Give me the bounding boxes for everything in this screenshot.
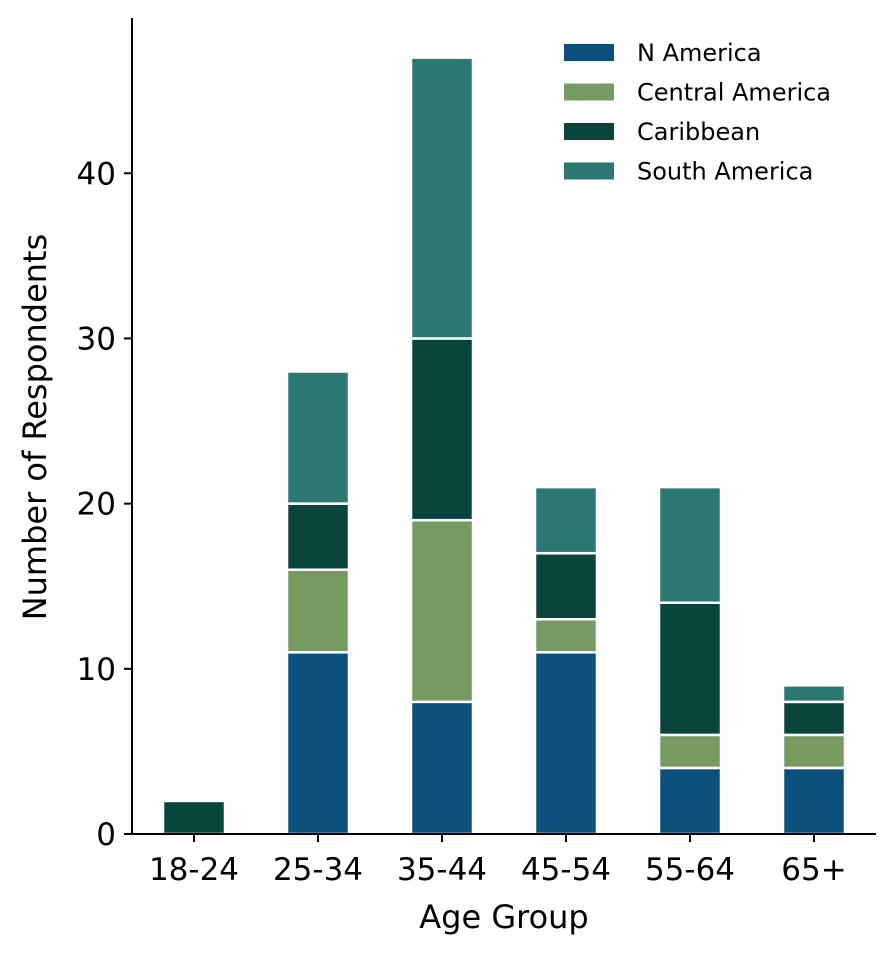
x-tick-label: 25-34 [273, 852, 363, 888]
y-tick-label: 20 [77, 487, 116, 523]
legend-label: Caribbean [637, 118, 760, 146]
bar-25-34-south-america [285, 370, 351, 505]
y-tick-label: 30 [77, 321, 116, 357]
axes-group: 0 10 20 30 40 18-24 25-34 35-44 45-54 55-64 65+ [77, 18, 876, 888]
legend-label: Central America [637, 79, 831, 107]
y-tick-label: 10 [77, 652, 116, 688]
bar-55-64-south-america [657, 485, 723, 604]
x-tick-label: 55-64 [645, 852, 735, 888]
bar-65+-south-america [781, 684, 847, 704]
y-tick-label: 0 [96, 817, 116, 853]
y-axis-title: Number of Respondents [16, 234, 54, 621]
x-tick-label: 45-54 [521, 852, 611, 888]
bar-45-54-central-america [533, 618, 599, 654]
bar-55-64-n-america [657, 766, 723, 836]
legend-swatch-south-america [564, 162, 614, 180]
bar-55-64-central-america [657, 733, 723, 770]
legend: N America Central America Caribbean South A… [564, 39, 831, 186]
bar-25-34-caribbean [285, 502, 351, 571]
y-tick-label: 40 [77, 156, 116, 192]
bar-35-44-south-america [409, 56, 475, 340]
bar-45-54-caribbean [533, 551, 599, 621]
bar-35-44-caribbean [409, 337, 475, 522]
bar-18-24-caribbean [161, 799, 227, 836]
bars-group [161, 56, 847, 836]
legend-label: South America [637, 158, 813, 186]
bar-65+-caribbean [781, 700, 847, 737]
x-tick-label: 65+ [781, 852, 846, 888]
bar-55-64-caribbean [657, 601, 723, 737]
bar-45-54-n-america [533, 651, 599, 836]
bar-45-54-south-america [533, 485, 599, 555]
bar-25-34-central-america [285, 568, 351, 654]
x-tick-label: 35-44 [397, 852, 487, 888]
bar-65+-n-america [781, 766, 847, 836]
x-tick-label: 18-24 [149, 852, 239, 888]
bar-35-44-n-america [409, 700, 475, 836]
x-axis-title: Age Group [419, 898, 588, 936]
legend-swatch-central-america [564, 83, 614, 101]
legend-label: N America [637, 39, 762, 67]
bar-25-34-n-america [285, 651, 351, 836]
legend-swatch-caribbean [564, 123, 614, 140]
bar-35-44-central-america [409, 518, 475, 704]
bar-65+-central-america [781, 733, 847, 770]
legend-swatch-n-america [564, 44, 614, 61]
